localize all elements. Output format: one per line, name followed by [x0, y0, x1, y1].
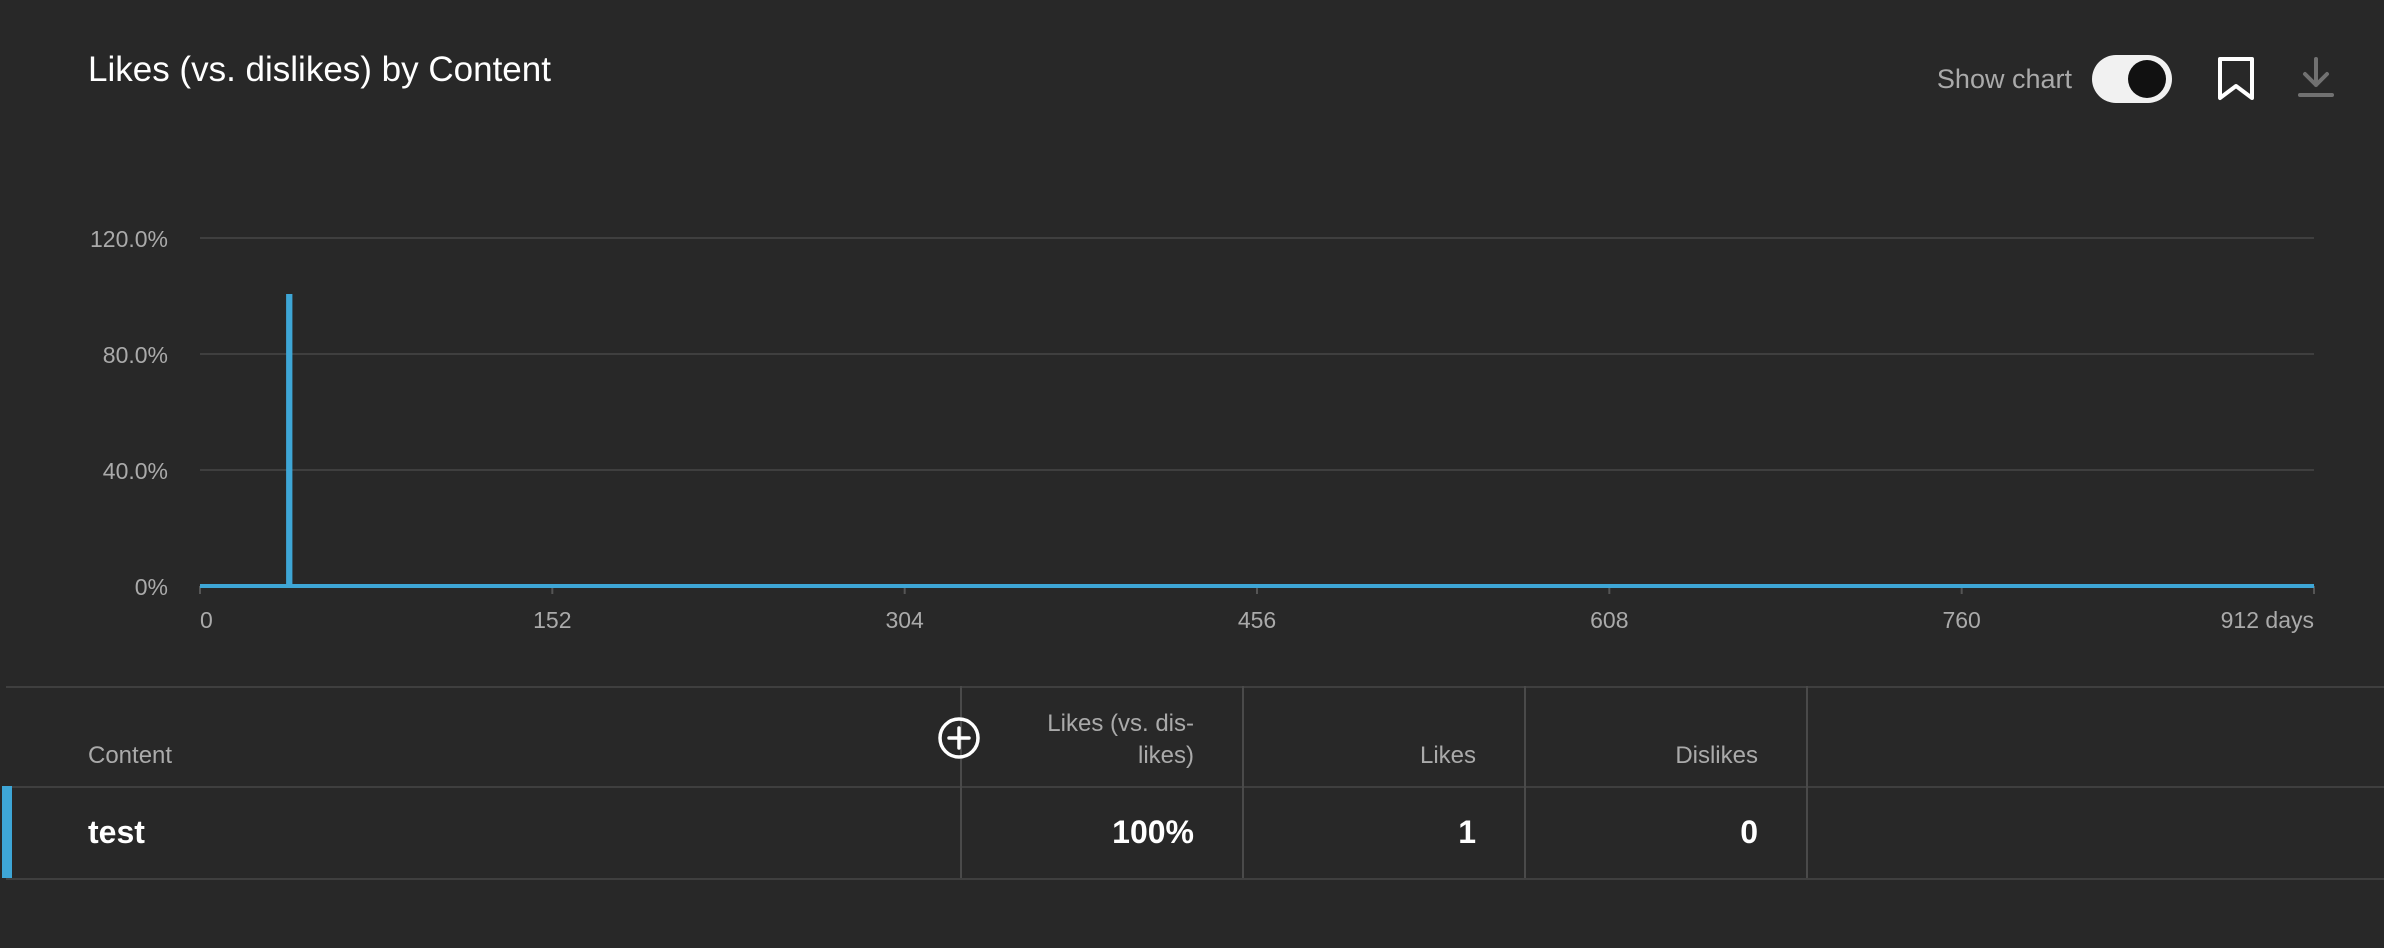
bookmark-icon — [2218, 57, 2254, 100]
card-title: Likes (vs. dislikes) by Content — [88, 50, 551, 89]
y-tick-label: 80.0% — [103, 342, 168, 368]
x-tick-label: 152 — [533, 607, 571, 633]
cell-content[interactable]: test — [88, 814, 145, 850]
download-button[interactable] — [2288, 51, 2344, 107]
series-line — [200, 294, 2314, 588]
header-likes-vs-dislikes-line1: Likes (vs. dis- — [1047, 710, 1194, 737]
column-divider — [1806, 686, 1808, 878]
show-chart-toggle[interactable] — [2092, 55, 2172, 103]
table-row[interactable] — [6, 786, 2384, 880]
y-axis: 120.0% 80.0% 40.0% 0% — [90, 226, 168, 600]
column-divider — [960, 686, 962, 878]
x-tick-label: 304 — [885, 607, 924, 633]
download-icon — [2298, 57, 2334, 97]
cell-dislikes: 0 — [1740, 814, 1758, 850]
cell-likes-vs-dislikes: 100% — [1112, 814, 1194, 850]
toggle-knob — [2128, 60, 2166, 98]
likes-chart: 120.0% 80.0% 40.0% 0% 0 152 304 456 608 760 912 d… — [90, 226, 2315, 633]
chart-series — [200, 294, 2314, 588]
header-content[interactable]: Content — [88, 742, 173, 769]
x-tick-label: 0 — [200, 607, 213, 633]
x-tick-label: 912 days — [2221, 607, 2314, 633]
table-header-row — [6, 686, 2384, 788]
header-dislikes[interactable]: Dislikes — [1675, 742, 1758, 769]
show-chart-label: Show chart — [1936, 63, 2072, 94]
chart-controls: Show chart — [1937, 50, 2344, 108]
x-tick-label: 608 — [1590, 607, 1628, 633]
header-likes[interactable]: Likes — [1419, 742, 1476, 769]
bookmark-button[interactable] — [2208, 51, 2264, 107]
chart-gridlines — [200, 237, 2314, 471]
add-circle-icon — [938, 717, 980, 759]
column-divider — [1242, 686, 1244, 878]
x-axis: 0 152 304 456 608 760 912 days — [199, 586, 2315, 633]
y-tick-label: 40.0% — [103, 458, 168, 484]
header-likes-vs-dislikes[interactable]: Likes (vs. dis- likes) — [954, 708, 1194, 772]
y-tick-label: 0% — [135, 574, 168, 600]
header-likes-vs-dislikes-line2: likes) — [1137, 742, 1194, 769]
y-tick-label: 120.0% — [90, 226, 168, 252]
row-series-color-marker — [2, 786, 12, 878]
cell-likes: 1 — [1458, 814, 1476, 850]
column-divider — [1524, 686, 1526, 878]
x-tick-label: 760 — [1942, 607, 1980, 633]
x-tick-label: 456 — [1238, 607, 1276, 633]
add-column-button[interactable] — [937, 716, 981, 760]
